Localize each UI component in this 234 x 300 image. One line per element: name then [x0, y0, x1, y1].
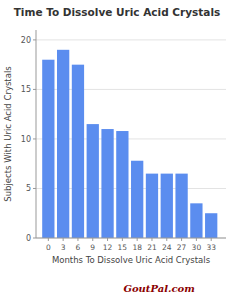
bar: [205, 213, 217, 238]
watermark: GoutPal.com: [123, 283, 194, 294]
chart-svg: Time To Dissolve Uric Acid Crystals 0 5 10 1…: [0, 0, 234, 300]
grid-line: [36, 238, 226, 239]
chart-root: Time To Dissolve Uric Acid Crystals 0 5 10 1…: [0, 0, 234, 300]
x-tick-label: 0: [46, 243, 51, 252]
y-tick-label: 20: [21, 36, 31, 45]
x-axis-label: Months To Dissolve Uric Acid Crystals: [52, 255, 211, 265]
x-tick: [181, 238, 182, 241]
x-tick: [166, 238, 167, 241]
x-tick-label: 24: [162, 243, 172, 252]
y-axis-line: [36, 30, 37, 238]
x-tick: [137, 238, 138, 241]
grid-line: [36, 39, 226, 40]
x-tick-label: 18: [132, 243, 142, 252]
y-tick-label: 5: [26, 184, 31, 193]
y-tick-label: 15: [21, 85, 31, 94]
x-tick: [77, 238, 78, 241]
y-tick: [33, 238, 36, 239]
x-tick-label: 3: [61, 243, 66, 252]
bar: [57, 50, 69, 238]
x-tick-label: 21: [147, 243, 157, 252]
bars: [42, 50, 217, 238]
bar: [146, 174, 158, 238]
x-tick-label: 9: [90, 243, 95, 252]
y-tick: [33, 138, 36, 139]
bar: [101, 129, 113, 238]
bar: [116, 131, 128, 238]
bar: [175, 174, 187, 238]
x-tick: [48, 238, 49, 241]
y-tick: [33, 39, 36, 40]
x-tick-label: 6: [76, 243, 81, 252]
x-tick: [196, 238, 197, 241]
y-tick: [33, 188, 36, 189]
y-tick: [33, 89, 36, 90]
x-tick: [63, 238, 64, 241]
bar: [42, 60, 54, 238]
bar: [190, 203, 202, 238]
bar: [72, 65, 84, 238]
x-tick-label: 15: [118, 243, 128, 252]
x-tick: [92, 238, 93, 241]
x-tick: [211, 238, 212, 241]
x-tick: [122, 238, 123, 241]
x-tick-label: 12: [103, 243, 113, 252]
title: Time To Dissolve Uric Acid Crystals: [14, 6, 221, 18]
x-tick: [107, 238, 108, 241]
x-tick-label: 30: [192, 243, 202, 252]
grid: [36, 40, 226, 238]
x-axis-line: [36, 238, 226, 239]
x-tick-label: 33: [206, 243, 216, 252]
y-axis-label: Subjects With Uric Acid Crystals: [3, 66, 13, 202]
x-tick: [151, 238, 152, 241]
x-tick-label: 27: [177, 243, 187, 252]
bar: [87, 124, 99, 238]
bar: [161, 174, 173, 238]
bar: [131, 161, 143, 238]
y-tick-label: 10: [21, 135, 31, 144]
y-tick-label: 0: [26, 234, 31, 243]
